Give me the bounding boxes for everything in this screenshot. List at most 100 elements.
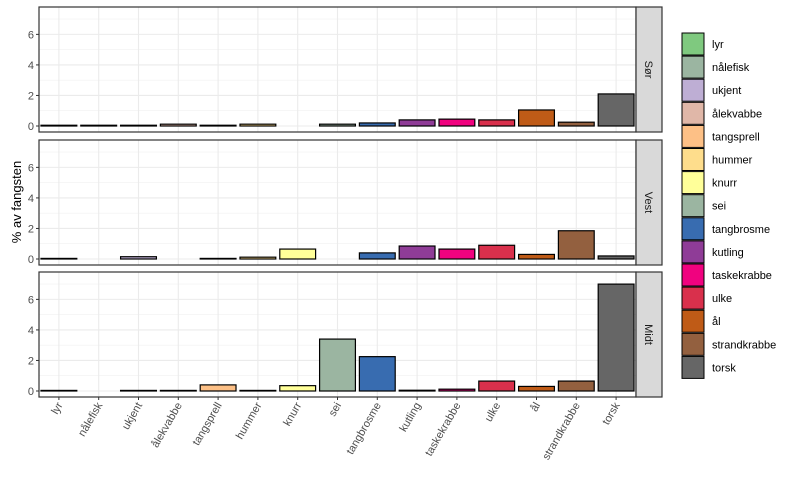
bar-midt-kutling: [398, 389, 436, 392]
x-tick-label-ålekvabbe: ålekvabbe: [149, 401, 184, 450]
bar-midt-torsk: [597, 283, 635, 392]
bar-sør-ål: [517, 109, 556, 127]
bar-sør-tangbrosme: [358, 122, 396, 127]
bar-midt-taskekrabbe: [438, 388, 476, 392]
bar-sør-ukjent: [119, 124, 158, 127]
bar-midt-strandkrabbe: [557, 380, 595, 392]
legend-label: tangbrosme: [712, 224, 770, 236]
bar-midt-ukjent: [119, 389, 158, 392]
x-tick-label-ukjent: ukjent: [120, 401, 145, 432]
panel-vest: 0 2 4 6 Vest: [28, 139, 663, 266]
bar-sør-strandkrabbe: [557, 121, 595, 127]
legend-item-tangbrosme: tangbrosme: [681, 217, 770, 241]
legend-label: lyr: [712, 39, 724, 51]
legend-label: ålekvabbe: [712, 108, 762, 120]
bar-sør-lyr: [40, 124, 78, 127]
legend-item-taskekrabbe: taskekrabbe: [681, 263, 772, 287]
legend-label: nålefisk: [712, 62, 750, 74]
legend-item-kutling: kutling: [681, 240, 744, 264]
y-tick-label: 4: [28, 193, 34, 205]
x-tick-label-kutling: kutling: [397, 401, 423, 435]
bar-midt-ålekvabbe: [159, 389, 197, 392]
facet-strip-label: Midt: [642, 324, 654, 345]
bar-vest-strandkrabbe: [557, 230, 595, 260]
legend-label: taskekrabbe: [712, 270, 772, 282]
legend-item-ål: ål: [681, 309, 721, 333]
legend-swatch: [681, 194, 705, 218]
panel-midt: 0 2 4 6 Midt: [28, 271, 663, 398]
x-axis: lyr nålefisk ukjent ålekvabbe tangsprell humm…: [49, 397, 623, 462]
legend-swatch: [681, 332, 705, 356]
x-tick-label-hummer: hummer: [234, 400, 265, 441]
bar-midt-ål: [517, 385, 556, 392]
bar-sør-hummer: [239, 123, 277, 127]
y-tick-label: 6: [28, 29, 34, 41]
legend-item-ukjent: ukjent: [681, 78, 741, 102]
facet-strip: [635, 6, 663, 133]
x-tick-label-sei: sei: [327, 401, 344, 419]
legend-swatch: [681, 240, 705, 264]
legend-swatch: [681, 286, 705, 310]
facet-strip: [635, 271, 663, 398]
bar-vest-lyr: [40, 257, 78, 260]
bar-midt-tangsprell: [199, 384, 237, 392]
x-tick-label-strandkrabbe: strandkrabbe: [540, 401, 583, 463]
bar-sør-nålefisk: [80, 124, 118, 127]
legend-swatch: [681, 78, 705, 102]
y-tick-label: 0: [28, 386, 34, 398]
x-tick-label-lyr: lyr: [49, 400, 65, 416]
legend-label: torsk: [712, 362, 736, 374]
legend-label: knurr: [712, 178, 737, 190]
legend-swatch: [681, 309, 705, 333]
bar-midt-knurr: [279, 385, 317, 392]
bar-midt-ulke: [478, 380, 516, 392]
legend-swatch: [681, 355, 705, 379]
bar-sør-taskekrabbe: [438, 118, 476, 127]
legend: lyr nålefisk ukjent ålekvabbe tangsprell humm…: [681, 32, 776, 379]
legend-item-ulke: ulke: [681, 286, 732, 310]
bar-sør-ulke: [478, 119, 516, 127]
bar-sør-kutling: [398, 119, 436, 127]
legend-item-knurr: knurr: [681, 171, 737, 195]
legend-swatch: [681, 263, 705, 287]
legend-label: strandkrabbe: [712, 339, 776, 351]
panel-sør: 0 2 4 6 Sør: [28, 6, 663, 133]
legend-swatch: [681, 124, 705, 148]
bar-vest-tangsprell: [199, 257, 237, 260]
x-tick-label-taskekrabbe: taskekrabbe: [423, 401, 463, 459]
y-tick-label: 0: [28, 121, 34, 133]
legend-label: kutling: [712, 247, 744, 259]
y-tick-label: 4: [28, 60, 34, 72]
y-tick-label: 0: [28, 254, 34, 266]
y-tick-label: 2: [28, 90, 34, 102]
bar-sør-tangsprell: [199, 124, 237, 127]
legend-item-hummer: hummer: [681, 148, 753, 171]
facet-strip: [635, 139, 663, 266]
legend-label: ulke: [712, 293, 732, 305]
bar-midt-lyr: [40, 389, 78, 392]
x-tick-label-ulke: ulke: [483, 401, 503, 424]
legend-item-torsk: torsk: [681, 355, 736, 379]
x-tick-label-tangsprell: tangsprell: [190, 401, 224, 448]
bar-midt-sei: [318, 338, 357, 392]
legend-item-sei: sei: [681, 194, 726, 218]
bar-vest-knurr: [279, 248, 317, 260]
facet-panels: 0 2 4 6 Sør 0 2 4 6 Vest 0 2 4 6 Midt: [28, 6, 663, 398]
facet-strip-label: Vest: [642, 192, 654, 213]
legend-label: sei: [712, 201, 726, 213]
legend-item-ålekvabbe: ålekvabbe: [681, 101, 762, 125]
x-tick-label-tangbrosme: tangbrosme: [344, 401, 383, 457]
x-tick-label-torsk: torsk: [600, 400, 623, 427]
bar-vest-taskekrabbe: [438, 248, 476, 260]
legend-swatch: [681, 217, 705, 241]
bar-vest-hummer: [239, 256, 277, 260]
legend-swatch: [681, 101, 705, 125]
bar-vest-tangbrosme: [358, 252, 396, 260]
legend-item-nålefisk: nålefisk: [681, 55, 750, 79]
y-tick-label: 6: [28, 162, 34, 174]
bar-sør-ålekvabbe: [159, 123, 197, 127]
bar-vest-ukjent: [119, 256, 158, 260]
y-tick-label: 2: [28, 355, 34, 367]
y-tick-label: 6: [28, 294, 34, 306]
bar-sør-torsk: [597, 93, 635, 127]
